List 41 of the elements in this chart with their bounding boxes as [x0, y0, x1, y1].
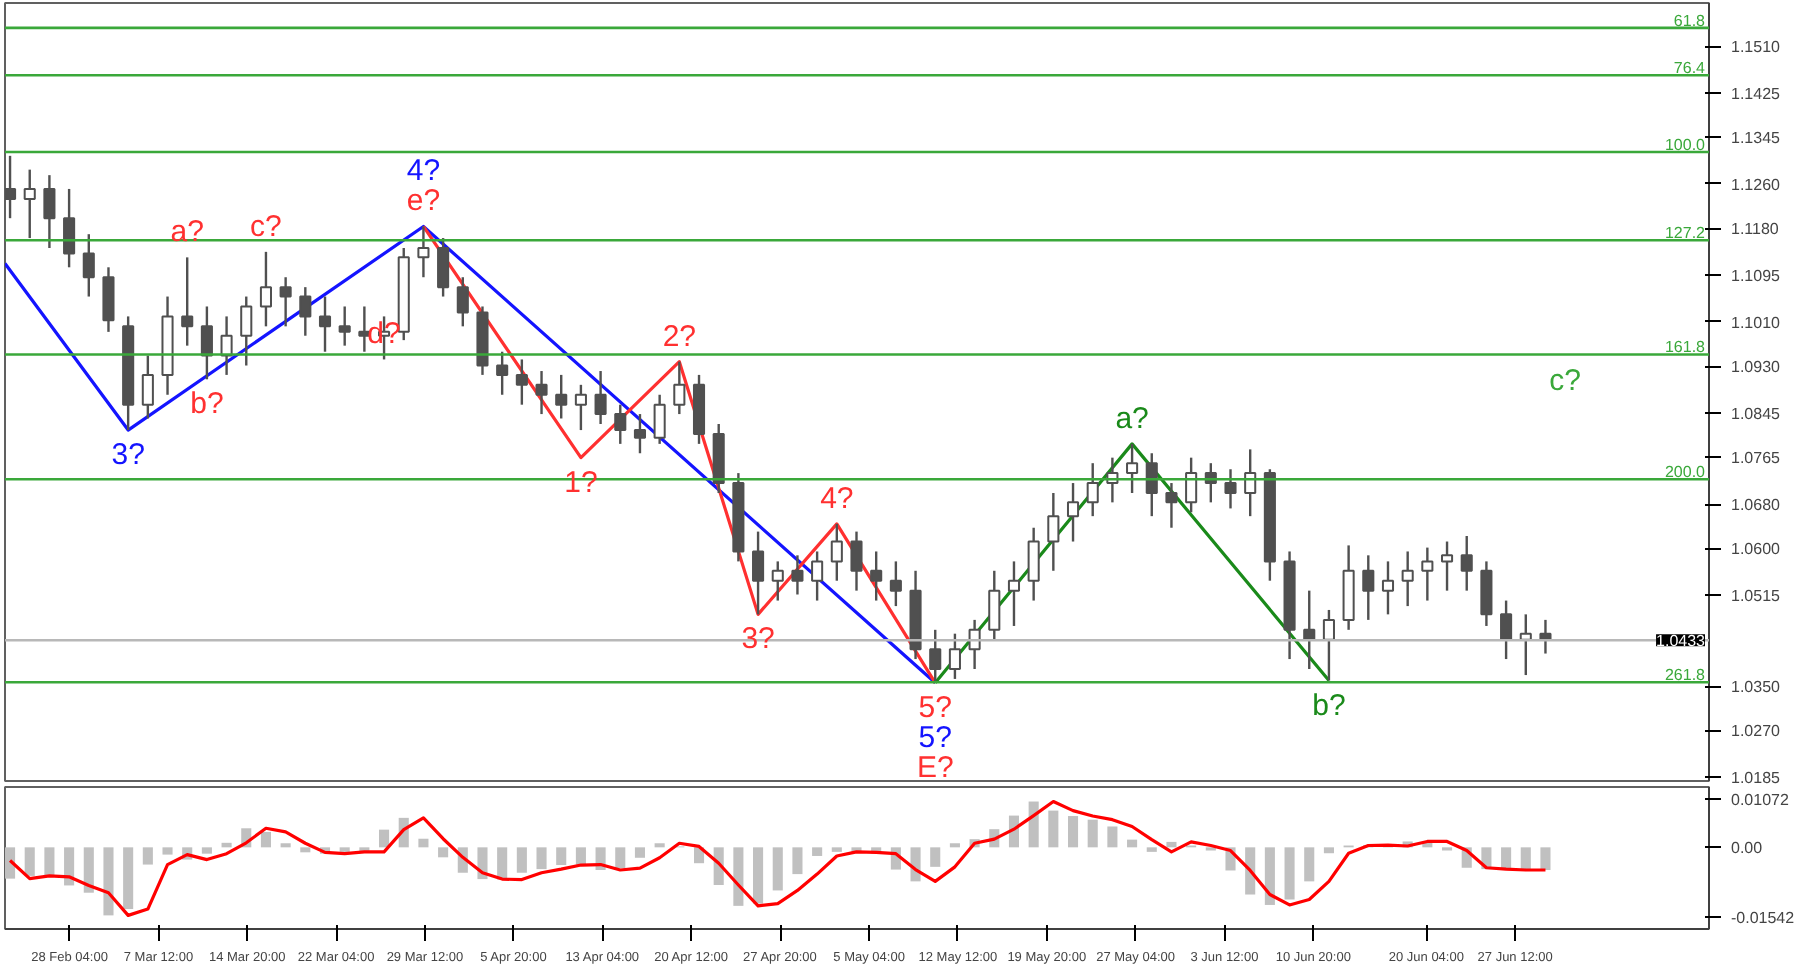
annotation: e?: [406, 184, 441, 219]
y-tick-label: 1.0930: [1731, 358, 1782, 377]
annotation: c?: [1549, 364, 1581, 399]
annotation: 3?: [741, 622, 775, 657]
annotation: b?: [1312, 688, 1346, 723]
y-tick-label: 1.0845: [1731, 404, 1782, 423]
y-tick-label: 1.1345: [1731, 129, 1782, 148]
annotation: 2?: [662, 319, 697, 354]
y-tick-label: -0.01542: [1731, 909, 1796, 928]
annotation: 5?: [918, 690, 952, 725]
y-tick-label: 1.0600: [1731, 540, 1782, 559]
y-tick-label: 0.01072: [1731, 790, 1790, 809]
y-tick-label: 1.0350: [1731, 678, 1782, 697]
annotation: b?: [190, 387, 224, 422]
annotation: 61.8: [1673, 11, 1707, 30]
annotation: 4?: [406, 154, 441, 189]
annotation: 5?: [918, 720, 952, 755]
annotation: 76.4: [1673, 59, 1707, 78]
y-tick-label: 1.0765: [1731, 449, 1782, 468]
annotation: c?: [250, 209, 282, 244]
y-tick-label: 1.1180: [1731, 220, 1780, 239]
y-tick-label: 1.1425: [1731, 84, 1782, 103]
annotation: 200.0: [1664, 463, 1707, 482]
y-tick-label: 1.1010: [1731, 313, 1782, 332]
y-tick-label: 1.1095: [1731, 267, 1782, 286]
y-tick-label: 0.00: [1731, 839, 1764, 858]
annotation: 127.2: [1664, 224, 1707, 243]
y-tick-label: 1.0270: [1731, 722, 1782, 741]
y-tick-label: 1.0680: [1731, 496, 1782, 515]
annotation: 3?: [111, 438, 145, 473]
annotation: 100.0: [1664, 135, 1707, 154]
y-tick-label: 1.1510: [1731, 38, 1782, 57]
annotation: 161.8: [1664, 338, 1707, 357]
annotation: 261.8: [1664, 666, 1707, 685]
ref-line-label: 1.0433: [1656, 632, 1707, 651]
annotation: E?: [916, 750, 954, 785]
y-tick-label: 1.0515: [1731, 587, 1782, 606]
y-tick-label: 1.0185: [1731, 769, 1782, 788]
annotation: a?: [1115, 401, 1149, 436]
y-tick-label: 1.1260: [1731, 175, 1782, 194]
annotation: 4?: [820, 481, 854, 516]
